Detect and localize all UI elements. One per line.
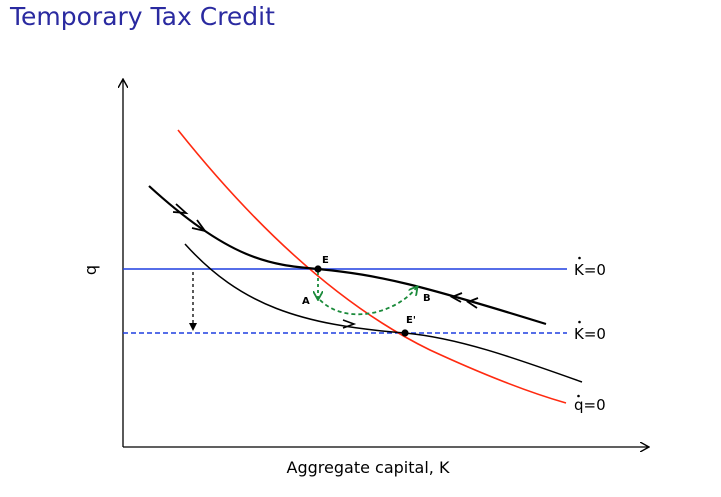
point-e-prime [401,329,409,337]
adjustment-path-arc [319,287,417,316]
saddle-arrow [342,319,357,329]
saddle-arrow [449,292,463,303]
k-dot-old-label: K=0 [574,261,606,279]
q-dot-label: q=0 [574,396,606,414]
q-dot-line [177,129,567,404]
y-axis-label: q [81,265,100,275]
k-dot-new-label: K=0 [574,325,606,343]
point-e-label: E [322,255,329,266]
dot-accent [578,320,581,324]
saddle-arrow [466,297,479,309]
slide-title: Temporary Tax Credit [10,2,275,31]
saddle-path-new [184,243,583,383]
saddle-arrow [191,219,208,233]
point-b-label: B [423,293,431,304]
saddle-arrow [172,203,189,215]
x-axis-label: Aggregate capital, K [287,458,450,477]
dot-accent [578,256,581,260]
point-e [314,265,322,273]
point-e-prime-label: E' [406,315,416,326]
point-a-label: A [302,296,310,307]
saddle-path-old [148,185,547,326]
dot-accent [577,394,580,398]
